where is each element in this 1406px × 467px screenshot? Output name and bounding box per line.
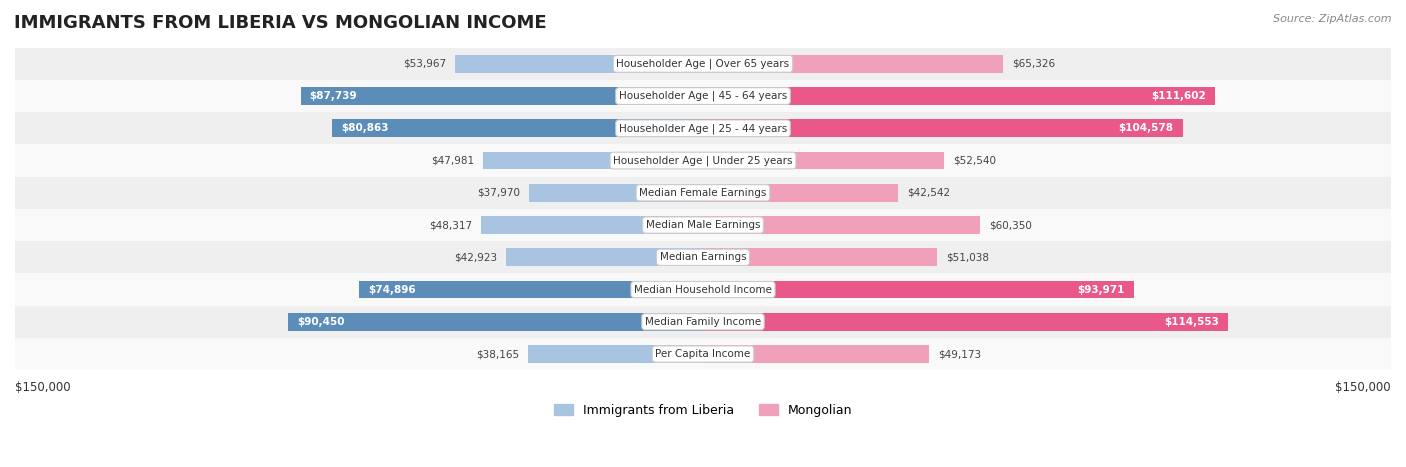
Text: Householder Age | 45 - 64 years: Householder Age | 45 - 64 years [619, 91, 787, 101]
Text: $93,971: $93,971 [1077, 284, 1125, 295]
Bar [703, 216, 980, 234]
Text: $49,173: $49,173 [938, 349, 981, 359]
Bar [360, 281, 703, 298]
Bar [15, 144, 1391, 177]
Text: Median Earnings: Median Earnings [659, 252, 747, 262]
Text: Per Capita Income: Per Capita Income [655, 349, 751, 359]
Bar [506, 248, 703, 266]
Text: Source: ZipAtlas.com: Source: ZipAtlas.com [1274, 14, 1392, 24]
Text: $53,967: $53,967 [404, 59, 446, 69]
Text: $114,553: $114,553 [1164, 317, 1219, 327]
Text: Householder Age | Under 25 years: Householder Age | Under 25 years [613, 156, 793, 166]
Bar [481, 216, 703, 234]
Bar [703, 281, 1135, 298]
Text: $47,981: $47,981 [430, 156, 474, 166]
Bar [703, 152, 943, 170]
Bar [703, 120, 1182, 137]
Bar [703, 87, 1215, 105]
Text: $74,896: $74,896 [368, 284, 416, 295]
Bar [15, 177, 1391, 209]
Bar [288, 313, 703, 331]
Bar [456, 55, 703, 73]
Legend: Immigrants from Liberia, Mongolian: Immigrants from Liberia, Mongolian [548, 399, 858, 422]
Text: $42,923: $42,923 [454, 252, 496, 262]
Text: Householder Age | 25 - 44 years: Householder Age | 25 - 44 years [619, 123, 787, 134]
Text: $80,863: $80,863 [342, 123, 389, 133]
Text: $150,000: $150,000 [15, 382, 70, 395]
Text: $90,450: $90,450 [297, 317, 344, 327]
Text: Median Female Earnings: Median Female Earnings [640, 188, 766, 198]
Text: $104,578: $104,578 [1119, 123, 1174, 133]
Text: $60,350: $60,350 [988, 220, 1032, 230]
Bar [15, 274, 1391, 306]
Text: $150,000: $150,000 [1336, 382, 1391, 395]
Text: Median Household Income: Median Household Income [634, 284, 772, 295]
Bar [15, 80, 1391, 112]
Text: $51,038: $51,038 [946, 252, 990, 262]
Text: IMMIGRANTS FROM LIBERIA VS MONGOLIAN INCOME: IMMIGRANTS FROM LIBERIA VS MONGOLIAN INC… [14, 14, 547, 32]
Bar [529, 184, 703, 202]
Bar [15, 338, 1391, 370]
Bar [703, 184, 898, 202]
Bar [15, 112, 1391, 144]
Bar [15, 48, 1391, 80]
Bar [703, 313, 1229, 331]
Bar [332, 120, 703, 137]
Text: Median Family Income: Median Family Income [645, 317, 761, 327]
Text: $42,542: $42,542 [907, 188, 950, 198]
Text: $111,602: $111,602 [1152, 91, 1206, 101]
Bar [527, 345, 703, 363]
Text: $52,540: $52,540 [953, 156, 997, 166]
Bar [301, 87, 703, 105]
Text: Householder Age | Over 65 years: Householder Age | Over 65 years [616, 58, 790, 69]
Text: $65,326: $65,326 [1012, 59, 1054, 69]
Bar [482, 152, 703, 170]
Text: $48,317: $48,317 [429, 220, 472, 230]
Bar [703, 248, 936, 266]
Bar [703, 55, 1002, 73]
Text: Median Male Earnings: Median Male Earnings [645, 220, 761, 230]
Bar [15, 306, 1391, 338]
Bar [703, 345, 928, 363]
Bar [15, 209, 1391, 241]
Text: $37,970: $37,970 [477, 188, 520, 198]
Bar [15, 241, 1391, 274]
Text: $87,739: $87,739 [309, 91, 357, 101]
Text: $38,165: $38,165 [475, 349, 519, 359]
